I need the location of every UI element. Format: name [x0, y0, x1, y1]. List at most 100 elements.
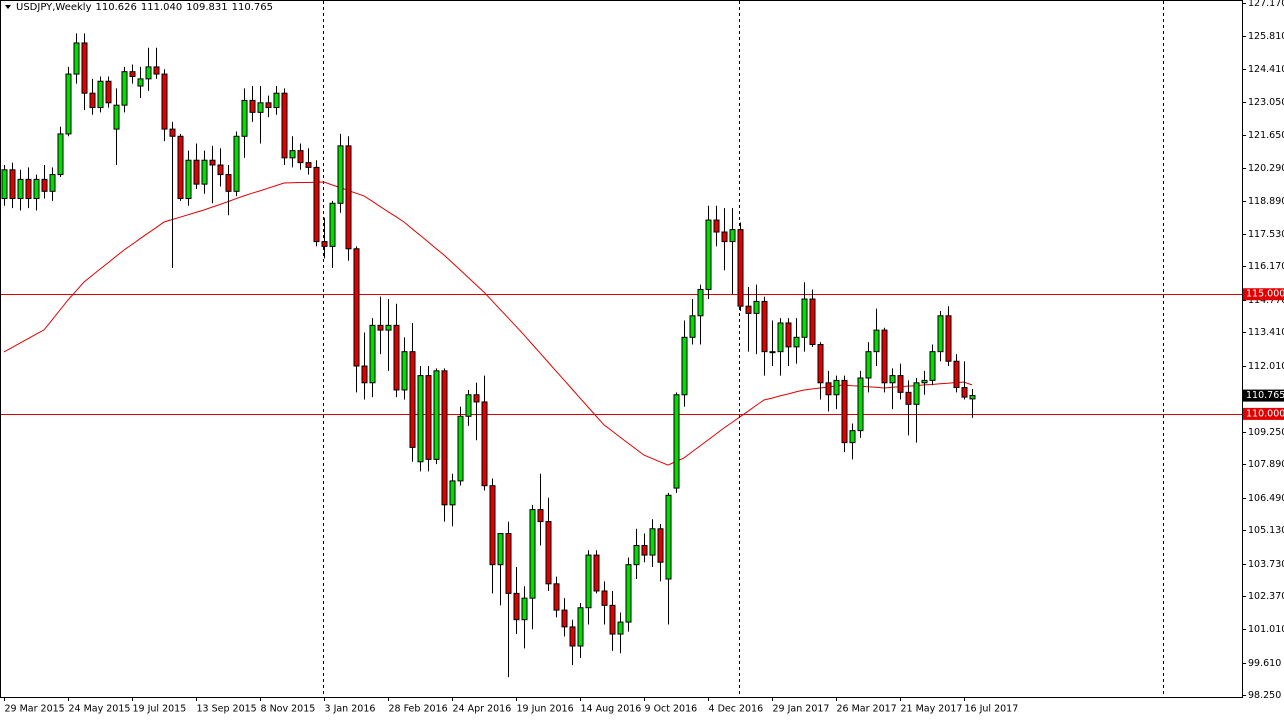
candle-body [521, 597, 528, 621]
candle-body [729, 229, 736, 243]
candle-body [665, 494, 672, 580]
candle-body [65, 73, 72, 135]
y-tick-label: 120.290 [1248, 163, 1284, 174]
candle-body [169, 128, 176, 137]
header-open: 110.626 [95, 2, 137, 13]
candle-body [969, 395, 976, 400]
candle-body [337, 145, 344, 204]
candle-body [713, 219, 720, 233]
candle-body [113, 104, 120, 130]
candle-body [497, 533, 504, 566]
candle-body [889, 375, 896, 384]
candle-body [673, 394, 680, 489]
candle-body [785, 322, 792, 348]
x-tick-label: 4 Dec 2016 [709, 704, 764, 715]
price-box-label: 110.000 [1246, 408, 1284, 419]
candle-body [945, 315, 952, 362]
header-high: 111.040 [140, 2, 183, 13]
candle-body [441, 370, 448, 506]
candle-body [249, 99, 256, 113]
candle-body [777, 322, 784, 353]
candle-body [529, 509, 536, 599]
candle-body [321, 241, 328, 247]
candle-body [153, 66, 160, 75]
candle-body [849, 430, 856, 444]
candle-body [377, 324, 384, 331]
y-tick-label: 98.250 [1248, 690, 1281, 701]
period-separators [323, 1, 1164, 697]
candle-body [817, 343, 824, 384]
candle-body [489, 485, 496, 566]
menu-triangle [5, 5, 11, 9]
candle-body [929, 351, 936, 381]
y-tick-label: 106.490 [1248, 493, 1284, 504]
candle-body [417, 375, 424, 463]
candle-body [553, 583, 560, 611]
candle-body [681, 336, 688, 396]
candle-body [545, 521, 552, 585]
candle-body [761, 300, 768, 353]
candle-body [273, 92, 280, 109]
candle-body [313, 166, 320, 243]
y-tick-label: 101.010 [1248, 624, 1284, 635]
candle-body [769, 351, 776, 354]
price-box [1243, 389, 1284, 402]
x-tick-label: 16 Jul 2017 [965, 704, 1019, 715]
candle-body [369, 324, 376, 384]
candle-body [345, 145, 352, 250]
x-tick-label: 19 Jun 2016 [517, 704, 574, 715]
candle-body [457, 415, 464, 482]
x-tick-label: 8 Nov 2015 [261, 704, 316, 715]
header-close: 110.765 [231, 2, 273, 13]
x-tick-label: 29 Jan 2017 [773, 704, 830, 715]
candle-body [257, 102, 264, 113]
candle-body [905, 391, 912, 405]
candle-body [625, 564, 632, 623]
candle-body [745, 305, 752, 314]
candle-body [857, 377, 864, 432]
header-low: 109.831 [186, 2, 228, 13]
candle-body [561, 609, 568, 628]
candle-body [97, 80, 104, 109]
candle-body [201, 159, 208, 185]
candle-body [721, 231, 728, 243]
candle-body [385, 324, 392, 331]
price-box [1243, 288, 1284, 301]
candle-body [289, 150, 296, 159]
candle-body [73, 42, 80, 75]
candle-body [513, 592, 520, 621]
candle-body [145, 66, 152, 80]
candle-body [937, 315, 944, 353]
candle-body [353, 248, 360, 367]
candle-body [33, 178, 40, 200]
x-tick-label: 24 Apr 2016 [453, 704, 512, 715]
symbol-title: USDJPY,Weekly [16, 2, 92, 13]
candle-body [577, 607, 584, 647]
candle-body [809, 298, 816, 345]
candle-body [121, 71, 128, 106]
candle-body [793, 336, 800, 348]
candle-body [873, 329, 880, 353]
candle-body [633, 545, 640, 566]
candle-body [897, 375, 904, 393]
y-tick-label: 112.010 [1248, 361, 1284, 372]
candle-body [25, 178, 32, 200]
x-tick-label: 19 Jul 2015 [133, 704, 187, 715]
y-tick-label: 107.890 [1248, 459, 1284, 470]
y-tick-label: 123.050 [1248, 97, 1284, 108]
x-tick-label: 28 Feb 2016 [389, 704, 448, 715]
x-tick-label: 3 Jan 2016 [325, 704, 376, 715]
candle-body [689, 315, 696, 338]
candle-body [393, 324, 400, 391]
candle-body [241, 99, 248, 137]
y-tick-label: 102.370 [1248, 591, 1284, 602]
candle-body [17, 178, 24, 200]
x-tick-label: 24 May 2015 [69, 704, 131, 715]
plot-frame [0, 0, 1243, 698]
candle-body [697, 288, 704, 317]
candle-body [177, 135, 184, 200]
y-tick-label: 125.810 [1248, 31, 1284, 42]
candle-body [305, 162, 312, 168]
candle-body [505, 533, 512, 594]
